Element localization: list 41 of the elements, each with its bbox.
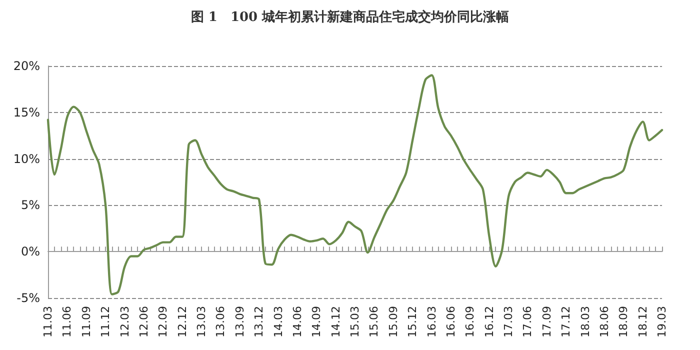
x-tick-label: 15.12 (406, 306, 420, 338)
x-tick-label: 13.03 (195, 306, 208, 338)
y-tick-label: 0% (20, 244, 40, 259)
x-tick-label: 13.06 (214, 306, 228, 338)
x-tick-label: 14.12 (329, 306, 342, 338)
x-tick-label: 17.12 (560, 306, 573, 338)
x-tick-label: 14.03 (272, 306, 285, 338)
x-tick-label: 14.09 (310, 306, 324, 338)
x-tick-label: 16.06 (444, 306, 458, 338)
x-tick-label: 19.03 (656, 306, 668, 338)
x-tick-label: 15.03 (348, 306, 362, 338)
x-tick-label: 15.06 (368, 306, 381, 338)
x-tick-label: 13.09 (233, 306, 246, 338)
x-tick-label: 18.09 (617, 306, 630, 338)
x-tick-label: 14.06 (290, 306, 304, 338)
x-tick-label: 11.06 (60, 306, 74, 338)
x-tick-label: 18.12 (636, 306, 650, 338)
x-tick-label: 11.12 (99, 306, 112, 338)
x-tick-label: 18.03 (578, 306, 592, 338)
x-tick-label: 17.09 (540, 306, 554, 338)
line-series (46, 74, 664, 296)
x-tick-label: 16.03 (425, 306, 438, 338)
x-tick-label: 12.06 (137, 306, 150, 338)
x-tick-label: 12.03 (118, 306, 132, 338)
x-tick-label: 11.09 (80, 306, 93, 338)
x-tick-label: 16.09 (464, 306, 477, 338)
x-tick-label: 12.09 (156, 306, 170, 338)
y-tick-label: 10% (13, 152, 40, 166)
x-tick-label: 15.09 (386, 306, 400, 338)
x-tick-label: 16.12 (482, 306, 496, 338)
x-tick-label: 18.06 (598, 306, 611, 338)
y-tick-label: -5% (16, 291, 40, 305)
y-tick-label: 20% (13, 59, 40, 73)
y-tick-label: 5% (20, 198, 40, 212)
x-tick-label: 11.03 (42, 306, 54, 338)
chart-title: 图 1 100 城年初累计新建商品住宅成交均价同比涨幅 (190, 9, 510, 25)
x-tick-label: 12.12 (176, 306, 189, 338)
x-tick-label: 17.03 (502, 306, 515, 338)
y-tick-label: 15% (13, 105, 40, 120)
x-tick-label: 17.06 (521, 306, 534, 338)
x-tick-label: 13.12 (252, 306, 266, 338)
